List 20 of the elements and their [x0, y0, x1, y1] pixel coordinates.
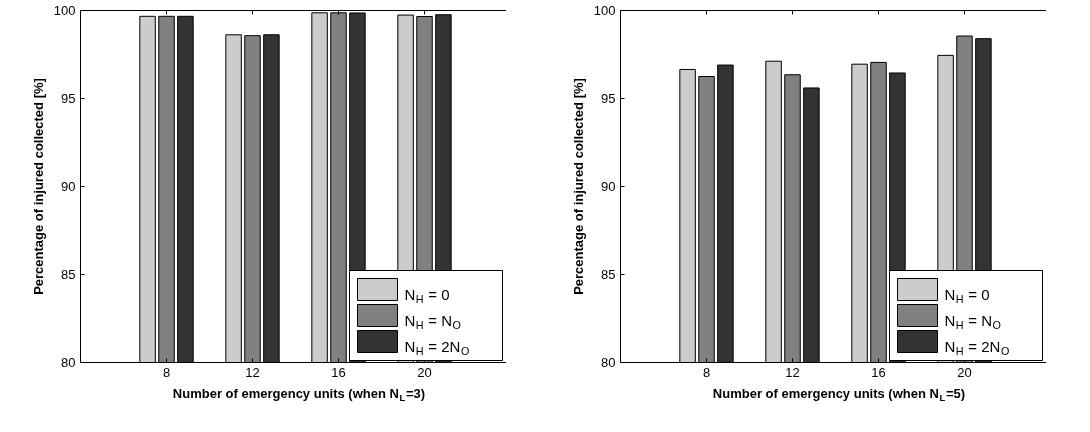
y-tick-label: 95: [61, 91, 76, 106]
y-tick-label: 100: [53, 3, 76, 18]
y-tick-label: 100: [593, 3, 616, 18]
x-tick-label: 20: [417, 364, 432, 380]
x-tick-label: 20: [957, 364, 972, 380]
y-axis-title: Percentage of injured collected [%]: [30, 78, 46, 295]
y-tick-label: 80: [61, 355, 76, 370]
x-tick-label: 8: [702, 364, 711, 380]
y-tick-label: 85: [601, 267, 616, 282]
x-tick-label: 12: [245, 364, 260, 380]
x-tick-label: 16: [871, 364, 886, 380]
y-tick-label: 95: [601, 91, 616, 106]
y-tick-label: 90: [601, 179, 616, 194]
y-tick-label: 85: [61, 267, 76, 282]
y-tick-label: 80: [601, 355, 616, 370]
x-tick-label: 8: [162, 364, 171, 380]
y-tick-label: 90: [61, 179, 76, 194]
x-tick-label: 12: [785, 364, 800, 380]
x-tick-label: 16: [331, 364, 346, 380]
y-axis-title: Percentage of injured collected [%]: [570, 78, 586, 295]
